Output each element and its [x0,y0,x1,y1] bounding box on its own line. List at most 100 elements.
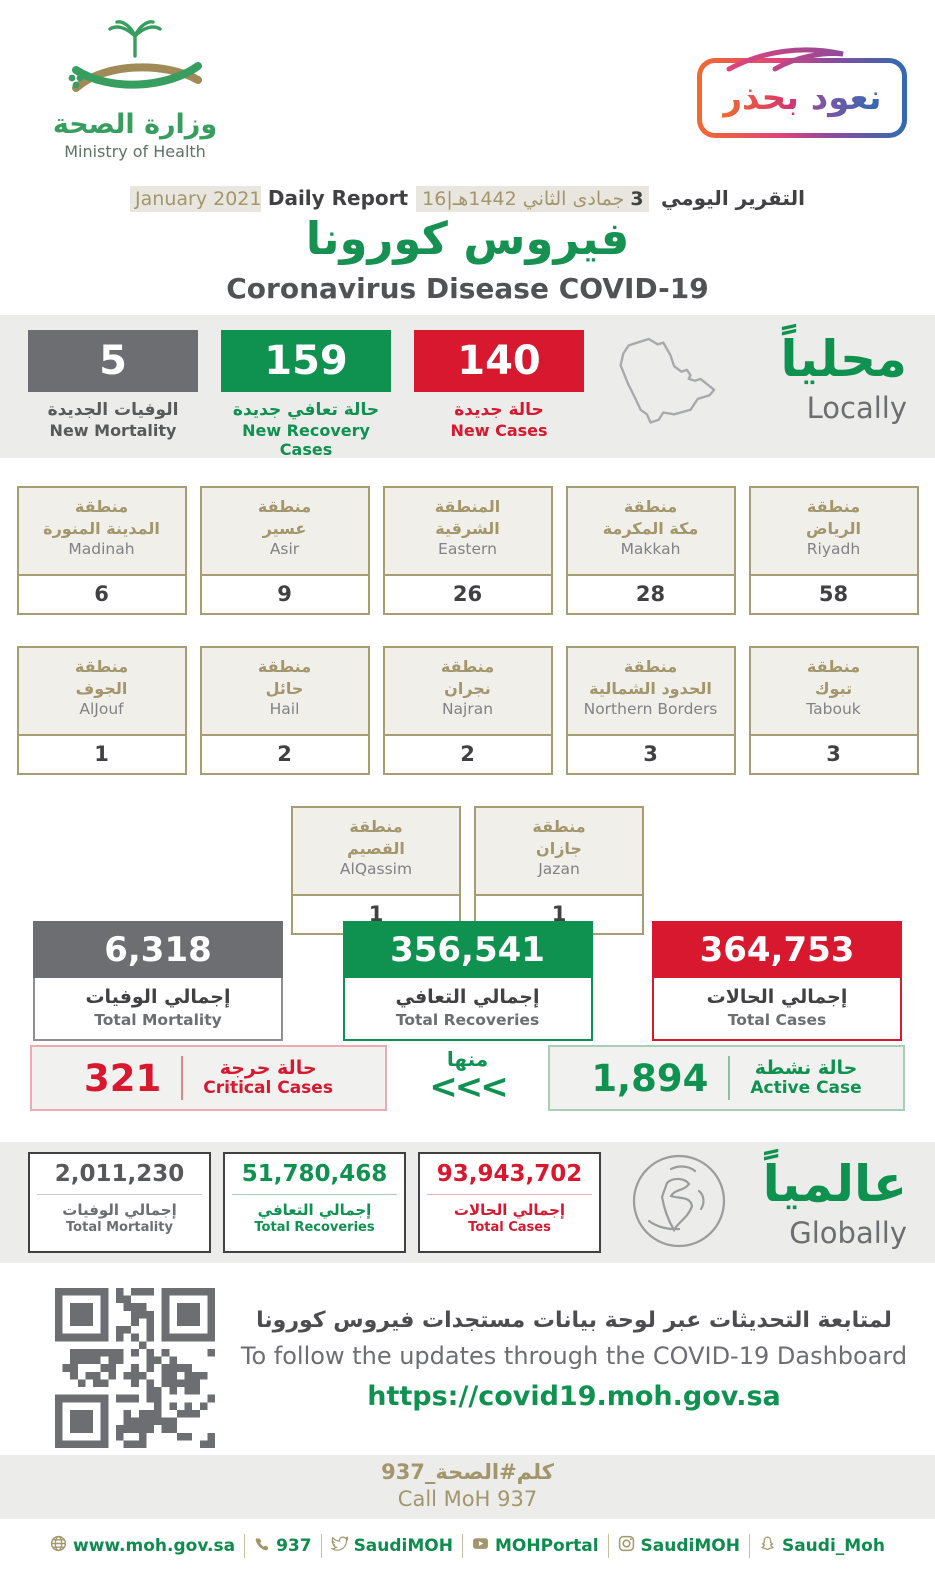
region-name-ar: منطقة [440,657,495,676]
region-name-ar: منطقة [257,657,312,676]
footer-link-snapchat[interactable]: Saudi_Moh [759,1535,885,1557]
new-recovery-label-ar: حالة تعافي جديدة [232,400,380,420]
instagram-icon [618,1535,635,1557]
region-header: منطقة القصيم AlQassim [293,808,459,894]
region-name-ar2: المدينة المنورة [43,518,160,538]
report-title-english: Daily Report [267,186,409,210]
active-cases-label-en: Active Case [750,1078,862,1099]
global-mortality-value: 2,011,230 [54,1161,185,1187]
critical-cases-labels: حالة حرجة Critical Cases [203,1057,333,1098]
new-cases-value: 140 [414,330,584,392]
totals-section: 6,318 إجمالي الوفيات Total Mortality 356… [0,921,935,1041]
qr-code [55,1288,215,1452]
phone-icon [254,1536,270,1557]
region-header: منطقة الجوف AlJouf [19,648,185,734]
total-recoveries-labels: إجمالي التعافي Total Recoveries [342,978,593,1041]
region-header: منطقة تبوك Tabouk [751,648,917,734]
globally-title-english: Globally [789,1216,907,1250]
region-name-ar2: جازان [536,838,582,858]
region-header: منطقة حائل Hail [202,648,368,734]
region-name-en: Riyadh [806,540,861,559]
call-moh-band: كلم#الصحة_937 Call MoH 937 [0,1455,935,1519]
new-cases-label-en: New Cases [450,420,548,440]
total-cases-label-ar: إجمالي الحالات [706,986,848,1008]
region-name-ar: منطقة [349,817,403,836]
twitter-icon [329,1535,349,1557]
footer-link-phone[interactable]: 937 [254,1536,312,1557]
region-name-ar: منطقة [532,817,586,836]
region-card-eastern: المنطقة الشرقية Eastern 26 [382,486,553,615]
region-name-ar2: الرياض [806,518,861,538]
region-value: 6 [18,574,185,613]
report-title-arabic: التقرير اليومي [660,186,805,210]
total-cases-labels: إجمالي الحالات Total Cases [652,978,902,1041]
region-value: 3 [567,734,734,773]
region-name-en: Jazan [538,860,580,879]
dashboard-url-link[interactable]: https://covid19.moh.gov.sa [367,1381,781,1412]
region-name-ar: المنطقة [434,497,501,516]
divider [728,1056,731,1100]
footer-link-website[interactable]: www.moh.gov.sa [50,1535,235,1557]
active-cases-box: 1,894 حالة نشطة Active Case [548,1045,905,1111]
region-header: المنطقة الشرقية Eastern [385,488,551,574]
new-recovery-label-en: New Recovery Cases [242,420,370,459]
dashboard-info: لمتابعة التحديثات عبر لوحة بيانات مستجدا… [225,1308,923,1412]
region-name-ar2: حائل [265,678,304,698]
badge-swoosh-icon [723,45,873,77]
call-moh-arabic: كلم#الصحة_937 [381,1460,554,1484]
region-name-en: Asir [269,540,300,559]
region-name-ar: منطقة [74,497,129,516]
region-value: 1 [18,734,185,773]
report-title-line: التقرير اليومي 3 جمادى الثاني 1442هـ|16 … [0,186,935,212]
divider [37,1194,202,1195]
region-header: منطقة عسير Asir [202,488,368,574]
footer-youtube-label: MOHPortal [494,1536,599,1556]
separator [748,1534,750,1558]
ministry-logo: وزارة الصحة Ministry of Health [50,18,220,161]
region-name-ar2: تبوك [814,678,853,698]
global-mortality-label-ar: إجمالي الوفيات [62,1201,177,1219]
region-name-en: Hail [269,700,300,719]
locally-title-arabic: محلياً [780,330,907,388]
new-cases-label-ar: حالة جديدة [454,400,544,420]
new-mortality-label-en: New Mortality [49,420,177,440]
region-name-ar: منطقة [806,497,861,516]
region-name-ar2: الحدود الشمالية [589,678,712,698]
region-card-alqassim: منطقة القصيم AlQassim 1 [291,806,461,935]
globe-illustration-icon [629,1151,729,1255]
snapchat-icon [759,1535,776,1557]
total-cases-card: 364,753 إجمالي الحالات Total Cases [652,921,902,1041]
new-cases-stat: 140 حالة جديدة New Cases [414,330,584,440]
total-mortality-labels: إجمالي الوفيات Total Mortality [33,978,283,1041]
new-mortality-value: 5 [28,330,198,392]
region-header: منطقة الرياض Riyadh [751,488,917,574]
footer-link-twitter[interactable]: SaudiMOH [329,1535,453,1557]
region-cards-section: منطقة المدينة المنورة Madinah 6 منطقة عس… [0,486,935,966]
global-mortality-card: 2,011,230 إجمالي الوفيات Total Mortality [28,1152,211,1253]
call-moh-english: Call MoH 937 [397,1487,538,1511]
footer-link-youtube[interactable]: MOHPortal [472,1535,599,1557]
region-card-madinah: منطقة المدينة المنورة Madinah 6 [16,486,187,615]
saudi-map-icon [607,332,725,448]
footer-link-instagram[interactable]: SaudiMOH [618,1535,740,1557]
total-mortality-value: 6,318 [33,921,283,978]
region-value: 26 [384,574,551,613]
region-header: منطقة نجران Najran [385,648,551,734]
locally-title: محلياً Locally [748,330,907,426]
region-header: منطقة المدينة المنورة Madinah [19,488,185,574]
region-value: 58 [750,574,917,613]
region-header: منطقة الحدود الشمالية Northern Borders [568,648,734,734]
page-title-english: Coronavirus Disease COVID-19 [226,272,709,305]
global-recoveries-label-en: Total Recoveries [254,1220,375,1235]
global-cases-label-ar: إجمالي الحالات [453,1201,566,1219]
region-name-en: AlQassim [339,860,413,879]
global-recoveries-value: 51,780,468 [241,1161,388,1187]
dashboard-line-arabic: لمتابعة التحديثات عبر لوحة بيانات مستجدا… [256,1308,892,1333]
total-recoveries-label-ar: إجمالي التعافي [395,986,540,1008]
page-title-arabic: فيروس كورونا [305,212,630,265]
separator [461,1534,463,1558]
region-card-tabouk: منطقة تبوك Tabouk 3 [748,646,919,775]
region-row-1: منطقة المدينة المنورة Madinah 6 منطقة عس… [0,486,935,615]
region-card-makkah: منطقة مكة المكرمة Makkah 28 [565,486,736,615]
region-card-jazan: منطقة جازان Jazan 1 [474,806,644,935]
